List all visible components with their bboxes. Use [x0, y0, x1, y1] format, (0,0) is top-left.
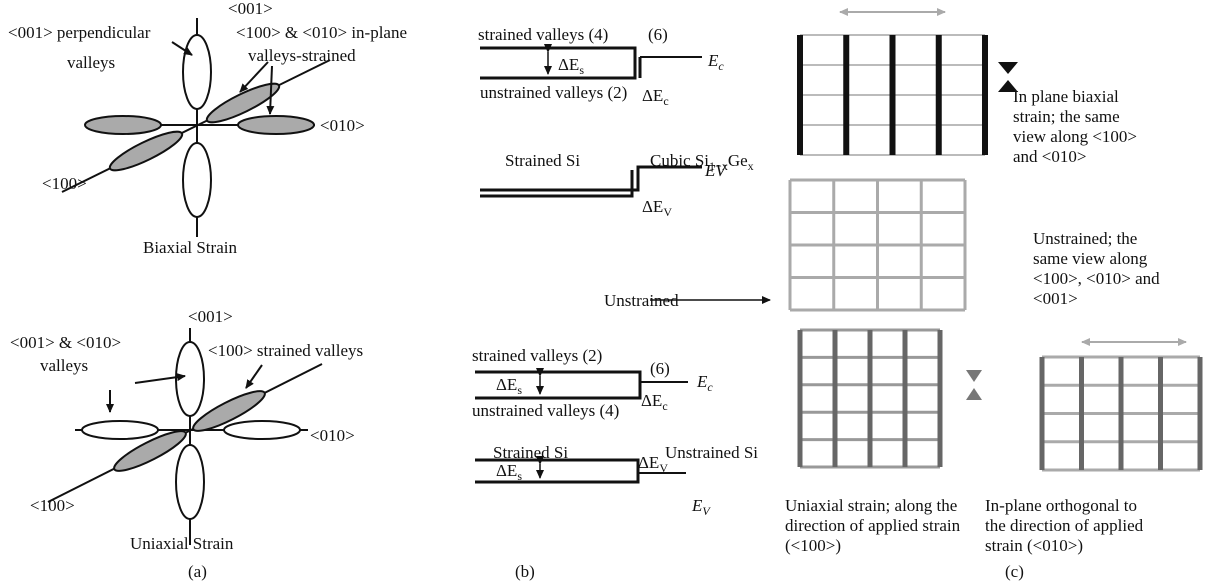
label: strained valleys (2) [472, 346, 602, 365]
panel-label: (a) [188, 562, 207, 581]
label: Uniaxial strain; along the [785, 496, 957, 515]
label: EV [691, 496, 711, 518]
label: <010> [310, 426, 355, 445]
label: (<100>) [785, 536, 841, 555]
label: <001> [228, 0, 273, 18]
label: same view along [1033, 249, 1148, 268]
label: <100> [42, 174, 87, 193]
panel-label: (c) [1005, 562, 1024, 581]
label: <001> [1033, 289, 1078, 308]
label: EV [704, 161, 728, 180]
label: <001> [188, 307, 233, 326]
label: view along <100> [1013, 127, 1137, 146]
label: <001> & <010> [10, 333, 121, 352]
label: Ec [696, 372, 713, 394]
label: <100> strained valleys [208, 341, 363, 360]
label: valleys [40, 356, 88, 375]
label: and <010> [1013, 147, 1086, 166]
panel-label: (b) [515, 562, 535, 581]
label: strained valleys (4) [478, 25, 608, 44]
label: unstrained valleys (2) [480, 83, 627, 102]
label: ΔEV [638, 453, 668, 475]
label: <100>, <010> and [1033, 269, 1160, 288]
text-block: In plane biaxial strain; the same view a… [785, 87, 1160, 555]
label: the direction of applied [985, 516, 1144, 535]
label: ΔEc [641, 391, 668, 413]
label: Unstrained [604, 291, 679, 310]
label: <100> [30, 496, 75, 515]
label: In-plane orthogonal to [985, 496, 1137, 515]
label: <100> & <010> in-plane [236, 23, 407, 42]
label: <001> perpendicular [8, 23, 151, 42]
label: direction of applied strain [785, 516, 961, 535]
label: ΔEs [496, 461, 522, 483]
label: In plane biaxial [1013, 87, 1119, 106]
label: Unstrained Si [665, 443, 758, 462]
label: Unstrained; the [1033, 229, 1137, 248]
label: Cubic Si1−xGex [650, 151, 754, 173]
label: Ec [707, 51, 724, 73]
label: strain (<010>) [985, 536, 1083, 555]
label: ΔEV [642, 197, 672, 219]
compression-icons [966, 62, 1018, 400]
label: Strained Si [505, 151, 580, 170]
figure: <001> <001> perpendicular valleys <100> … [0, 0, 1228, 583]
label: valleys-strained [248, 46, 356, 65]
label: ΔEc [642, 86, 669, 108]
label: ΔEs [496, 375, 522, 397]
label: <010> [320, 116, 365, 135]
label: valleys [67, 53, 115, 72]
uniaxial-valleys [48, 328, 322, 545]
label: Strained Si [493, 443, 568, 462]
caption: Uniaxial Strain [130, 534, 234, 553]
label: ΔEs [558, 55, 584, 77]
caption: Biaxial Strain [143, 238, 237, 257]
label: (6) [650, 359, 670, 378]
page: {"panel_a":{"label":"(a)", "biaxial":{"c… [0, 0, 1228, 583]
label: (6) [648, 25, 668, 44]
label: strain; the same [1013, 107, 1120, 126]
label: unstrained valleys (4) [472, 401, 619, 420]
